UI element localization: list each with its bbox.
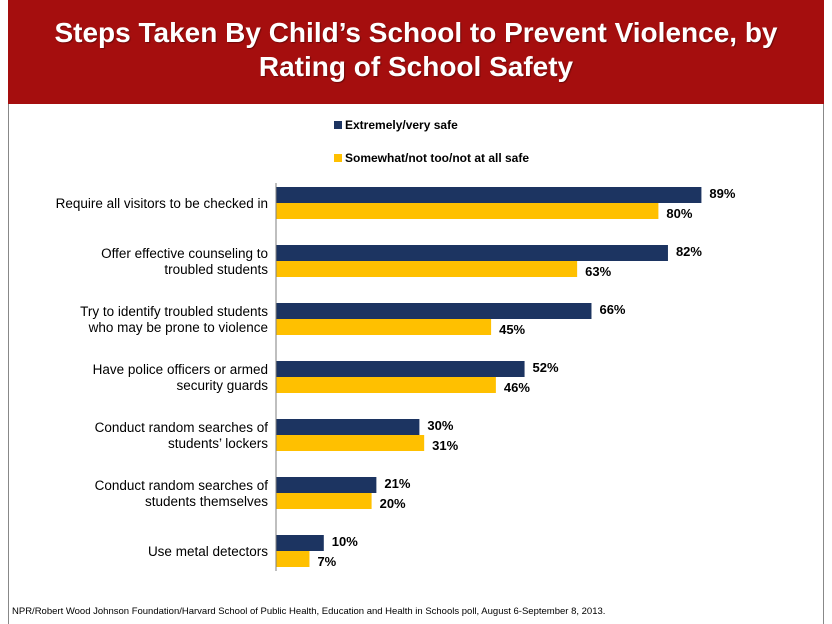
data-label-series-2: 63%	[585, 264, 611, 279]
bar-series-1	[276, 245, 668, 261]
category-label: Use metal detectors	[148, 544, 268, 559]
bar-series-1	[276, 535, 324, 551]
bar-series-1	[276, 303, 592, 319]
data-label-series-1: 21%	[384, 476, 410, 491]
data-label-series-1: 82%	[676, 244, 702, 259]
legend-swatch-series-2	[334, 154, 342, 162]
category-label: Have police officers or armed	[93, 362, 268, 377]
legend-label-series-2: Somewhat/not too/not at all safe	[345, 151, 530, 165]
bar-series-1	[276, 361, 525, 377]
category-label: Conduct random searches of	[95, 420, 269, 435]
bar-series-1	[276, 419, 420, 435]
data-label-series-2: 20%	[380, 496, 406, 511]
chart-title: Steps Taken By Child’s School to Prevent…	[54, 17, 778, 82]
data-label-series-2: 45%	[499, 322, 525, 337]
data-label-series-1: 10%	[332, 534, 358, 549]
category-label: Require all visitors to be checked in	[56, 196, 268, 211]
legend-swatch-series-1	[334, 121, 342, 129]
data-label-series-1: 89%	[709, 186, 735, 201]
title-banner: Steps Taken By Child’s School to Prevent…	[8, 0, 824, 104]
data-label-series-1: 66%	[599, 302, 625, 317]
data-label-series-2: 46%	[504, 380, 530, 395]
bar-series-2	[276, 435, 425, 451]
data-label-series-1: 30%	[427, 418, 453, 433]
data-label-series-2: 80%	[666, 206, 692, 221]
data-label-series-2: 31%	[432, 438, 458, 453]
category-label: students themselves	[145, 494, 268, 509]
data-label-series-1: 52%	[533, 360, 559, 375]
data-label-series-2: 7%	[317, 554, 336, 569]
bar-series-2	[276, 551, 310, 567]
legend-item-series-2: Somewhat/not too/not at all safe	[334, 151, 529, 165]
category-label: troubled students	[164, 262, 268, 277]
category-label: Try to identify troubled students	[80, 304, 268, 319]
category-label: Conduct random searches of	[95, 478, 269, 493]
category-label: Offer effective counseling to	[101, 246, 268, 261]
slide-frame	[8, 0, 824, 624]
legend-label-series-1: Extremely/very safe	[345, 118, 458, 132]
category-label: who may be prone to violence	[88, 320, 268, 335]
category-label: security guards	[176, 378, 268, 393]
bar-series-2	[276, 319, 492, 335]
bar-series-2	[276, 261, 578, 277]
category-label: students’ lockers	[168, 436, 268, 451]
bar-series-2	[276, 377, 496, 393]
bar-series-2	[276, 203, 659, 219]
bar-series-1	[276, 477, 377, 493]
bar-series-2	[276, 493, 372, 509]
bar-series-1	[276, 187, 702, 203]
legend-item-series-1: Extremely/very safe	[334, 118, 458, 132]
source-note: NPR/Robert Wood Johnson Foundation/Harva…	[12, 606, 606, 617]
